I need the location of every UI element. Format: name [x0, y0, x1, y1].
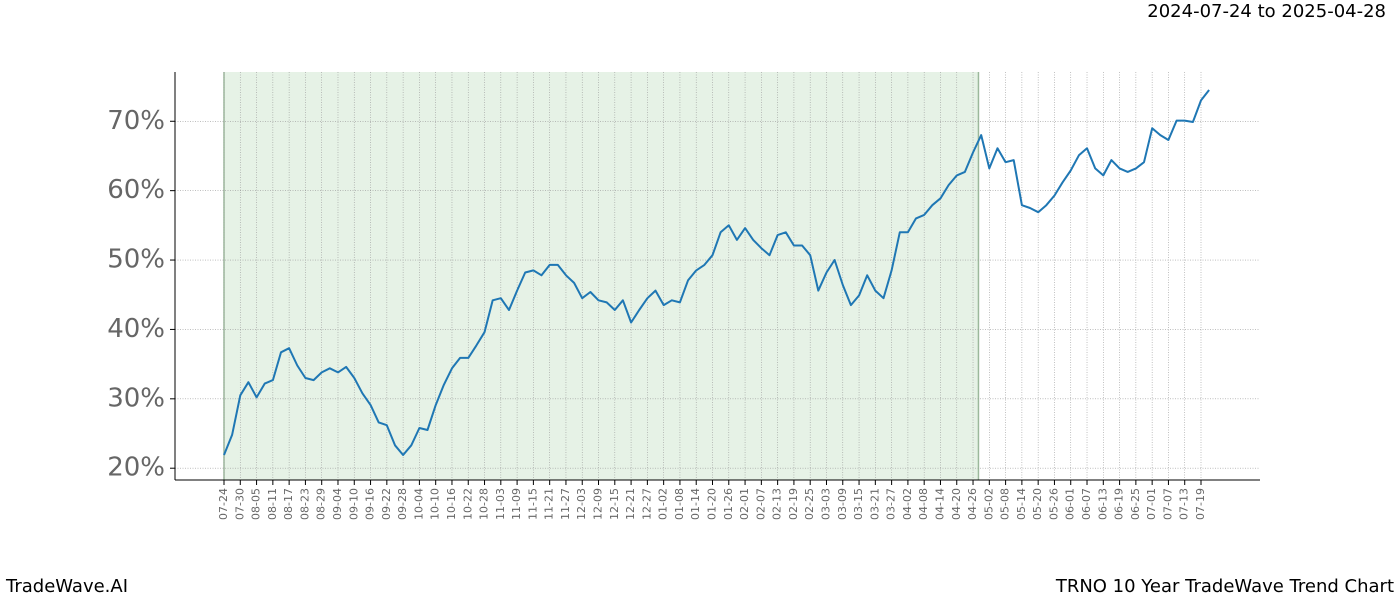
x-tick-label: 12-21 — [624, 488, 637, 520]
x-tick-label: 01-02 — [657, 488, 670, 520]
x-tick-label: 12-15 — [608, 488, 621, 520]
x-tick-label: 08-05 — [250, 488, 263, 520]
x-tick-label: 03-27 — [885, 488, 898, 520]
y-tick-label: 60% — [107, 175, 165, 205]
footer-right: TRNO 10 Year TradeWave Trend Chart — [1055, 576, 1394, 597]
x-tick-label: 06-01 — [1064, 488, 1077, 520]
x-tick-label: 11-09 — [510, 488, 523, 520]
x-tick-label: 10-22 — [461, 488, 474, 520]
x-tick-label: 07-19 — [1194, 488, 1207, 520]
x-tick-label: 10-04 — [412, 488, 425, 520]
x-tick-label: 07-01 — [1145, 488, 1158, 520]
x-tick-label: 05-20 — [1031, 488, 1044, 520]
x-tick-label: 09-28 — [396, 488, 409, 520]
x-tick-label: 04-02 — [901, 488, 914, 520]
x-tick-label: 08-29 — [315, 488, 328, 520]
x-tick-label: 12-27 — [640, 488, 653, 520]
x-tick-label: 09-22 — [380, 488, 393, 520]
x-tick-label: 08-17 — [282, 488, 295, 520]
x-tick-label: 11-15 — [526, 488, 539, 520]
x-tick-label: 06-25 — [1129, 488, 1142, 520]
x-tick-label: 10-10 — [429, 488, 442, 520]
x-tick-label: 01-08 — [673, 488, 686, 520]
x-tick-label: 03-21 — [868, 488, 881, 520]
x-tick-label: 01-26 — [722, 488, 735, 520]
x-tick-label: 03-09 — [836, 488, 849, 520]
x-tick-label: 02-19 — [787, 488, 800, 520]
x-tick-label: 02-25 — [803, 488, 816, 520]
x-tick-label: 08-23 — [298, 488, 311, 520]
x-tick-label: 10-28 — [478, 488, 491, 520]
x-tick-label: 06-13 — [1096, 488, 1109, 520]
footer-left: TradeWave.AI — [5, 576, 128, 597]
x-tick-label: 04-20 — [950, 488, 963, 520]
x-tick-label: 08-11 — [266, 488, 279, 520]
x-tick-label: 07-07 — [1161, 488, 1174, 520]
x-tick-label: 02-01 — [738, 488, 751, 520]
x-tick-label: 10-16 — [445, 488, 458, 520]
y-tick-label: 20% — [107, 453, 165, 483]
x-tick-label: 05-26 — [1047, 488, 1060, 520]
x-tick-label: 11-03 — [494, 488, 507, 520]
y-tick-label: 70% — [107, 106, 165, 136]
x-tick-label: 09-16 — [364, 488, 377, 520]
x-tick-label: 05-08 — [999, 488, 1012, 520]
x-tick-label: 04-08 — [917, 488, 930, 520]
y-tick-label: 40% — [107, 314, 165, 344]
x-tick-label: 09-10 — [347, 488, 360, 520]
x-tick-label: 09-04 — [331, 488, 344, 520]
x-tick-label: 01-20 — [706, 488, 719, 520]
x-tick-label: 05-14 — [1015, 488, 1028, 520]
chart-title: 2024-07-24 to 2025-04-28 — [1147, 1, 1386, 22]
y-tick-label: 50% — [107, 245, 165, 275]
x-tick-label: 03-03 — [819, 488, 832, 520]
x-tick-label: 05-02 — [982, 488, 995, 520]
x-tick-label: 06-19 — [1113, 488, 1126, 520]
shaded-range — [224, 72, 979, 480]
x-tick-label: 07-24 — [217, 488, 230, 520]
y-tick-label: 30% — [107, 383, 165, 413]
x-tick-label: 11-27 — [559, 488, 572, 520]
trend-line — [223, 89, 1210, 456]
x-tick-label: 02-07 — [754, 488, 767, 520]
x-tick-label: 06-07 — [1080, 488, 1093, 520]
x-tick-label: 03-15 — [852, 488, 865, 520]
x-tick-label: 11-21 — [543, 488, 556, 520]
x-tick-label: 01-14 — [689, 488, 702, 520]
x-tick-label: 12-09 — [592, 488, 605, 520]
x-tick-label: 12-03 — [575, 488, 588, 520]
x-tick-label: 02-13 — [771, 488, 784, 520]
x-tick-label: 07-30 — [233, 488, 246, 520]
x-tick-label: 04-26 — [966, 488, 979, 520]
x-tick-label: 07-13 — [1178, 488, 1191, 520]
x-tick-label: 04-14 — [933, 488, 946, 520]
